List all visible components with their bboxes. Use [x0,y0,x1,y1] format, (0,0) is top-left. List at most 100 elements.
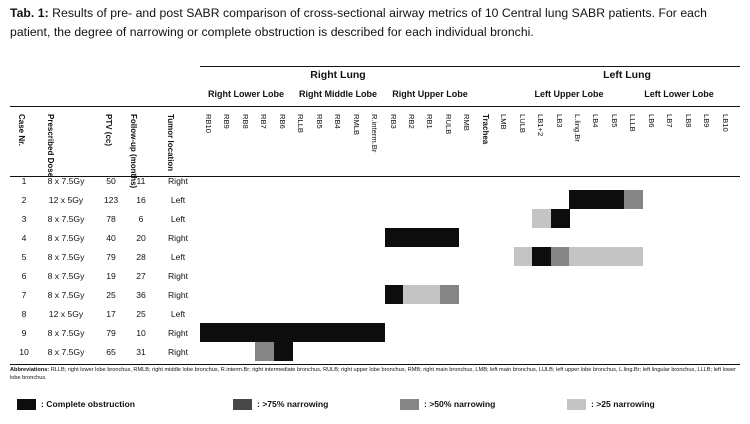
row-8-dose: 12 x 5Gy [48,309,84,319]
row-2-case: 2 [21,195,27,205]
legend-label-complete: : Complete obstruction [41,399,136,409]
row-6-dose: 8 x 7.5Gy [47,271,85,281]
bronchus-header-rb8: RB8 [240,114,250,129]
obstruction-cell-9-rb4-complete [329,323,349,342]
abbreviations-note: Abbreviations: RLLB; right lower lobe br… [10,367,740,382]
bronchus-header-rb5: RB5 [314,114,324,129]
row-6-followup: 27 [136,271,146,281]
row-1-case: 1 [21,176,27,186]
bronchus-header-rulb: RULB [443,114,453,135]
legend-swatch-n50 [400,398,419,410]
row-1-followup: 11 [136,176,146,186]
group-left-lung: Left Lung [603,69,651,81]
row-2-ptv: 123 [103,195,119,205]
row-7-ptv: 25 [106,290,116,300]
obstruction-cell-7-rb1-n25 [421,285,441,304]
bronchus-header-l-ling-br: L.ling.Br [573,114,582,142]
bronchus-header-rllb: RLLB [296,114,306,133]
row-3-location: Left [170,214,186,224]
obstruction-cell-2-lllb-n50 [624,190,644,209]
row-3-case: 3 [21,214,27,224]
obstruction-cell-2-l-ling-br-complete [569,190,589,209]
row-9-dose: 8 x 7.5Gy [47,328,85,338]
rule-bottom [10,364,740,365]
obstruction-cell-2-lb4-complete [587,190,607,209]
obstruction-cell-5-lllb-n25 [624,247,644,266]
obstruction-cell-5-lb4-n25 [587,247,607,266]
obstruction-cell-3-lb1-2-n25 [532,209,552,228]
row-7-dose: 8 x 7.5Gy [47,290,85,300]
row-8-location: Left [170,309,186,319]
bronchus-header-lb9: LB9 [702,114,712,128]
header-ptv: PTV (cc) [104,114,113,147]
row-10-location: Right [167,347,189,357]
caption-text: Results of pre- and post SABR comparison… [10,6,707,39]
bronchus-header-lulb: LULB [517,114,527,133]
bronchus-header-lllb: LLLB [628,114,638,132]
obstruction-cell-9-rmlb-complete [347,323,367,342]
bronchus-header-lb10: LB10 [720,114,730,132]
row-10-ptv: 65 [106,347,116,357]
row-8-ptv: 17 [106,309,116,319]
bronchus-header-rb1: RB1 [425,114,435,129]
obstruction-cell-7-rb2-n25 [402,285,422,304]
row-2-followup: 16 [136,195,146,205]
header-case: Case Nr. [17,114,26,147]
legend-swatch-n25 [567,398,586,410]
row-4-case: 4 [21,233,27,243]
bronchus-header-lb3: LB3 [554,114,564,128]
row-5-location: Left [170,252,186,262]
obstruction-cell-5-lb3-n50 [550,247,570,266]
legend-swatch-complete [17,398,36,410]
row-10-dose: 8 x 7.5Gy [47,347,85,357]
legend-item-complete: : Complete obstruction [17,398,135,410]
row-1-location: Right [167,176,189,186]
row-9-location: Right [167,328,189,338]
abbreviations-text: RLLB; right lower lobe bronchus, RMLB; r… [10,367,736,381]
obstruction-cell-10-rb6-complete [273,342,293,361]
obstruction-cell-3-lb3-complete [550,209,570,228]
row-8-case: 8 [21,309,27,319]
row-4-dose: 8 x 7.5Gy [47,233,85,243]
row-3-followup: 6 [138,214,144,224]
rule-header [10,106,740,107]
row-2-location: Left [170,195,186,205]
obstruction-cell-7-rulb-n50 [439,285,459,304]
row-10-followup: 31 [136,347,146,357]
bronchus-header-rb9: RB9 [222,114,232,129]
obstruction-cell-5-lb5-n25 [605,247,625,266]
obstruction-cell-5-l-ling-br-n25 [569,247,589,266]
group-left-lower-lobe: Left Lower Lobe [644,89,714,99]
bronchus-header-lb7: LB7 [665,114,675,128]
group-right-middle-lobe: Right Middle Lobe [299,89,377,99]
row-7-location: Right [167,290,189,300]
row-9-followup: 10 [136,328,146,338]
row-1-dose: 8 x 7.5Gy [47,176,85,186]
legend-swatch-n75 [233,398,252,410]
legend-label-n25: : >25 narrowing [591,399,655,409]
row-2-dose: 12 x 5Gy [48,195,84,205]
bronchus-header-rb10: RB10 [204,114,213,133]
row-9-ptv: 79 [106,328,116,338]
obstruction-cell-9-r-interm-br-complete [366,323,386,342]
bronchus-header-trachea: Trachea [480,114,490,145]
obstruction-cell-9-rb7-complete [255,323,275,342]
group-right-lung: Right Lung [310,69,366,81]
row-5-dose: 8 x 7.5Gy [47,252,85,262]
bronchus-header-lb6: LB6 [646,114,656,128]
bronchus-header-lb4: LB4 [591,114,601,128]
obstruction-cell-5-lb1-2-complete [532,247,552,266]
bronchus-header-r-interm-br: R.interm.Br [370,114,380,153]
obstruction-cell-10-rb7-n50 [255,342,275,361]
row-5-ptv: 79 [106,252,116,262]
caption-label: Tab. 1: [10,6,49,20]
rule-columns [10,176,740,177]
row-10-case: 10 [19,347,29,357]
row-6-location: Right [167,271,189,281]
obstruction-cell-9-rb5-complete [310,323,330,342]
legend-item-n75: : >75% narrowing [233,398,328,410]
row-6-case: 6 [21,271,27,281]
row-7-case: 7 [21,290,27,300]
bronchus-header-rb7: RB7 [259,114,269,129]
bronchus-header-lb1-2: LB1+2 [536,114,546,137]
